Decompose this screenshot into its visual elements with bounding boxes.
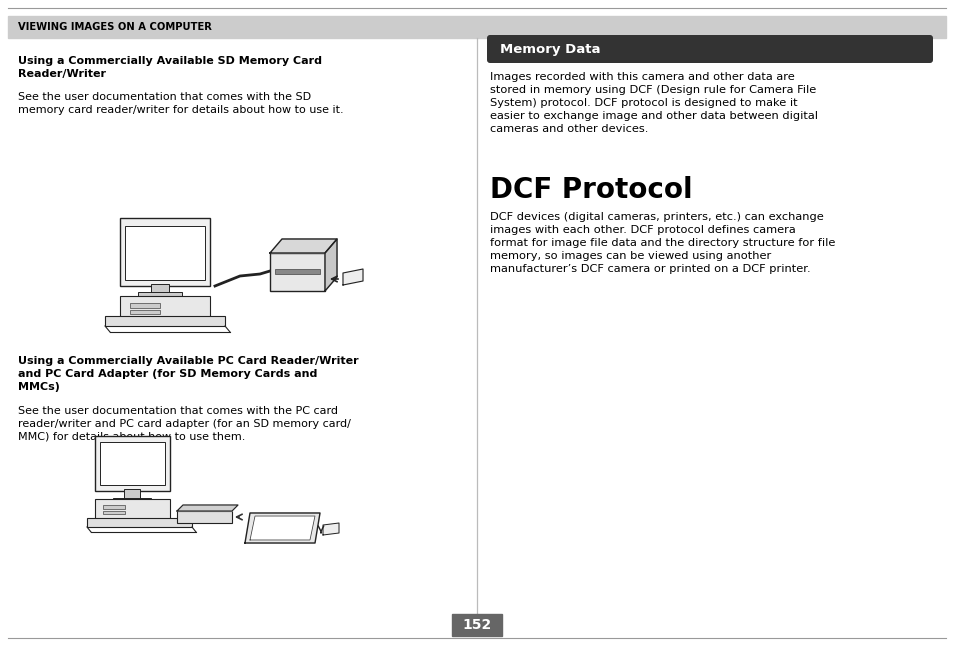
Polygon shape	[177, 505, 237, 511]
Bar	[8, 16, 945, 38]
Text: Using a Commercially Available SD Memory Card
Reader/Writer: Using a Commercially Available SD Memory…	[18, 56, 322, 79]
Bar	[95, 499, 170, 519]
Bar	[130, 310, 160, 314]
Bar	[130, 303, 160, 308]
Bar	[103, 505, 125, 509]
Polygon shape	[325, 239, 336, 291]
Bar	[452, 614, 501, 636]
Text: Images recorded with this camera and other data are
stored in memory using DCF (: Images recorded with this camera and oth…	[490, 72, 817, 134]
Polygon shape	[343, 269, 363, 285]
Bar	[103, 511, 125, 514]
Text: DCF Protocol: DCF Protocol	[490, 176, 692, 204]
Bar	[112, 498, 151, 503]
Text: VIEWING IMAGES ON A COMPUTER: VIEWING IMAGES ON A COMPUTER	[18, 22, 212, 32]
Text: 152: 152	[462, 618, 491, 632]
Bar	[138, 292, 182, 298]
Polygon shape	[323, 523, 338, 535]
Text: Memory Data: Memory Data	[499, 43, 599, 56]
Text: See the user documentation that comes with the PC card
reader/writer and PC card: See the user documentation that comes wi…	[18, 406, 351, 442]
Bar	[270, 253, 325, 291]
Text: Using a Commercially Available PC Card Reader/Writer
and PC Card Adapter (for SD: Using a Commercially Available PC Card R…	[18, 356, 358, 391]
Bar	[274, 269, 319, 274]
Polygon shape	[270, 239, 336, 253]
Polygon shape	[250, 516, 314, 540]
Polygon shape	[245, 513, 319, 543]
Text: DCF devices (digital cameras, printers, etc.) can exchange
images with each othe: DCF devices (digital cameras, printers, …	[490, 212, 835, 274]
FancyBboxPatch shape	[486, 35, 932, 63]
Bar	[100, 442, 165, 485]
Bar	[151, 284, 169, 294]
Bar	[120, 218, 210, 286]
Bar	[105, 316, 225, 326]
Bar	[87, 518, 192, 527]
Text: See the user documentation that comes with the SD
memory card reader/writer for : See the user documentation that comes wi…	[18, 92, 343, 115]
Bar	[125, 226, 205, 280]
Bar	[120, 296, 210, 318]
Bar	[95, 436, 170, 491]
Bar	[124, 489, 140, 499]
Bar	[177, 511, 232, 523]
